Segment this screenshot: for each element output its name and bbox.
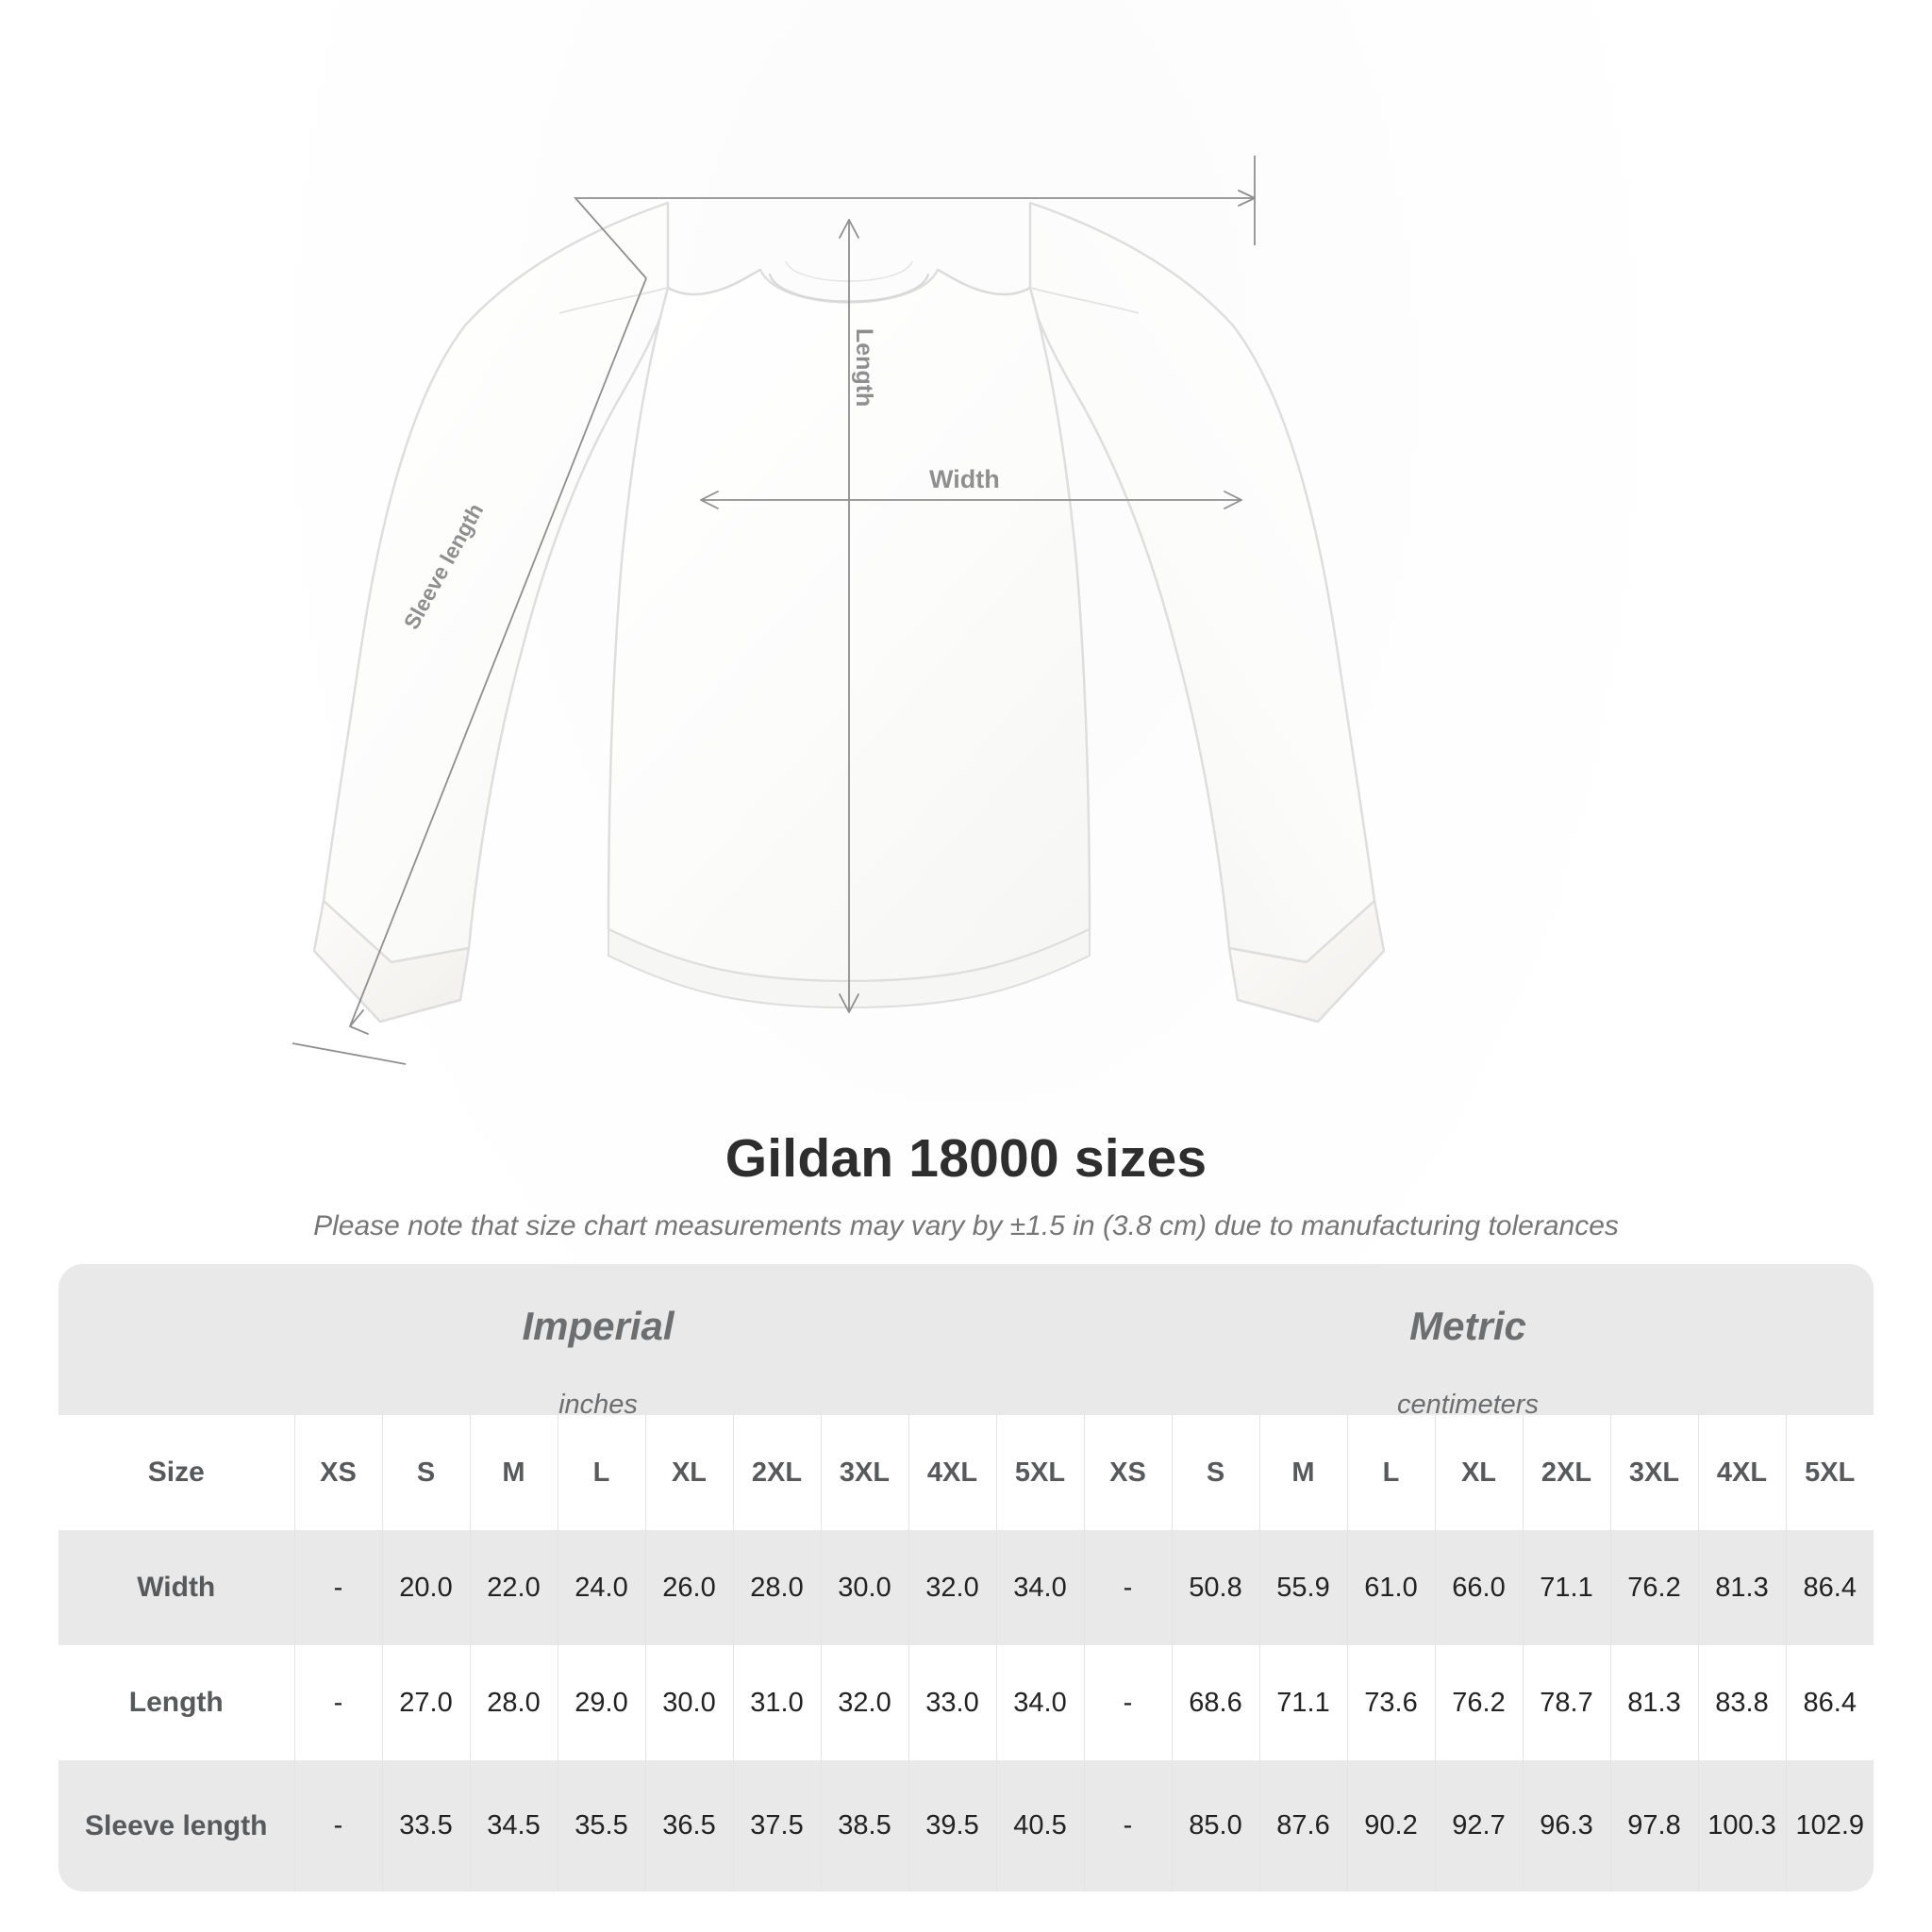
svg-text:Length: Length xyxy=(851,328,877,407)
svg-text:Width: Width xyxy=(929,465,1000,493)
svg-text:Sleeve length: Sleeve length xyxy=(399,499,489,633)
